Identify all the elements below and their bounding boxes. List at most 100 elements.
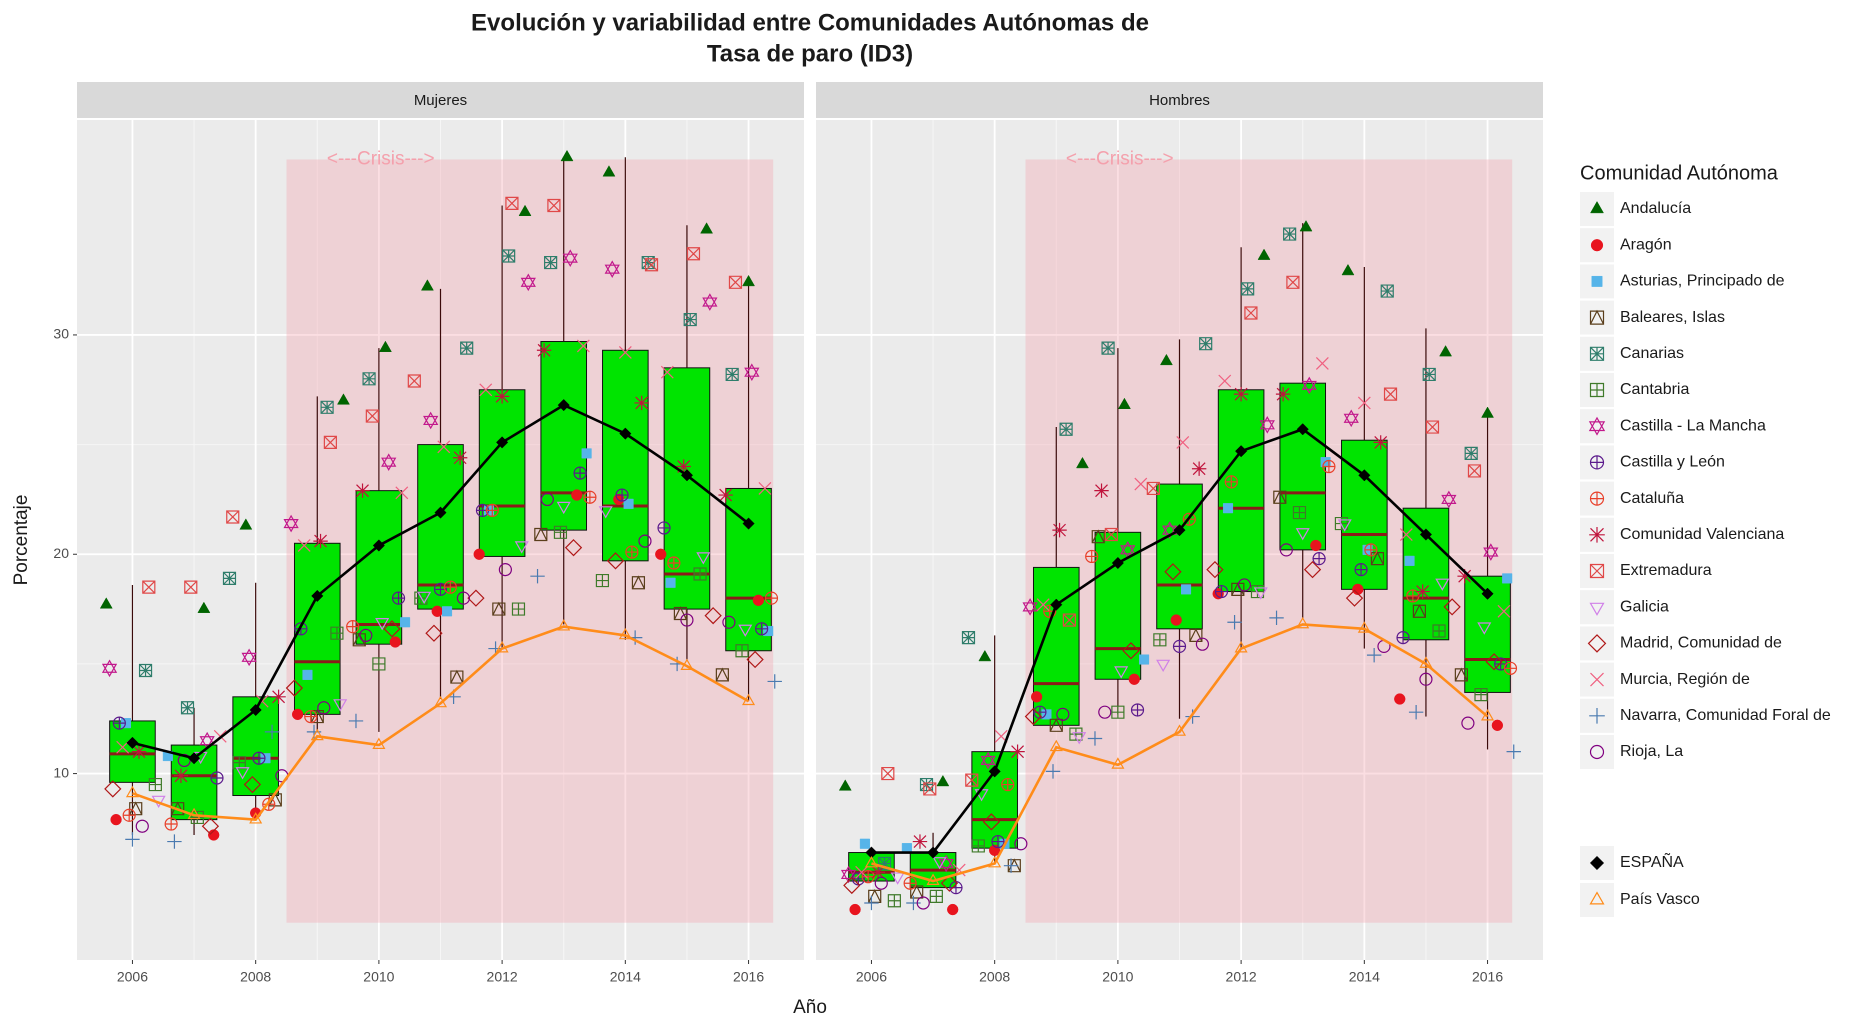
data-point [634,395,649,411]
data-point [991,834,1005,849]
data-point [1377,639,1391,653]
data-point [395,486,409,500]
data-point [1030,691,1043,703]
legend-label: Aragón [1620,236,1672,253]
line-point [1419,656,1433,668]
line-point [1481,587,1494,600]
data-point [1364,543,1378,557]
data-point [142,580,156,594]
data-point [660,365,674,379]
data-point [222,571,237,585]
data-point [1233,386,1249,402]
line-point [742,517,755,530]
line-point [433,695,448,708]
data-point [1425,420,1440,434]
line-point [557,399,570,412]
data-point [1273,489,1287,504]
data-point [210,771,224,785]
data-point [1195,637,1210,651]
data-point [184,580,198,594]
line-point [187,807,201,820]
data-point [644,258,659,272]
legend-label: Cataluña [1620,490,1684,507]
box [1402,507,1450,641]
legend-marker [1590,672,1604,687]
x-tick-label: 2008 [979,969,1010,985]
box [1156,483,1203,630]
data-point [1072,732,1087,745]
data-point [686,247,701,261]
data-point [735,644,749,658]
data-point [452,450,468,465]
data-point [1049,717,1063,732]
data-point [1312,552,1326,566]
data-point [1337,519,1352,532]
data-point [1181,584,1192,595]
data-point [423,411,439,430]
data-point [1222,503,1234,514]
line-point [1419,528,1433,541]
chart-title: Tasa de paro (ID3) [707,40,913,67]
data-point [1457,568,1472,584]
data-point [485,503,499,517]
data-point [1176,435,1190,449]
legend-marker [1589,346,1605,361]
data-point [1373,435,1388,450]
data-point [1185,709,1200,724]
data-point [1491,719,1504,731]
data-point [1199,337,1213,351]
data-point [1056,707,1070,721]
data-point [583,490,597,504]
data-point [511,602,526,616]
data-point [556,501,571,515]
line-point [1172,724,1187,736]
data-point [518,204,532,216]
data-point [110,814,122,826]
data-point [1189,628,1203,643]
data-point [696,552,711,565]
data-point [514,541,529,554]
data-point [1485,653,1503,671]
data-point [598,506,613,519]
line-point [310,728,324,741]
data-point [855,865,869,879]
data-point [1153,633,1167,647]
data-point [887,894,901,908]
data-point [1275,386,1291,402]
x-tick-label: 2006 [856,969,887,985]
data-point [693,567,707,581]
data-point [1159,353,1173,366]
data-point [317,701,331,715]
line-point [742,693,756,706]
legend-label: País Vasco [1620,891,1700,908]
line-point [618,627,632,640]
data-point [1506,744,1521,759]
x-tick-label: 2010 [363,969,394,985]
line-point [495,641,509,653]
data-point [553,525,568,539]
data-point [1170,614,1182,626]
data-point [1218,374,1232,388]
line-point [125,785,139,798]
data-point [1024,707,1043,726]
data-point [838,779,852,791]
data-point [722,615,736,629]
legend-label: Asturias, Principado de [1620,273,1785,290]
data-point [1412,603,1426,618]
data-point [498,563,512,577]
data-point [1007,858,1021,873]
data-point [1059,422,1073,436]
data-point [1259,416,1275,434]
data-point [381,453,397,471]
data-point [1052,522,1067,538]
legend-label: Canarias [1620,345,1684,362]
data-point [1439,345,1453,357]
data-point [226,510,240,524]
data-point [199,731,215,750]
data-point [1010,744,1025,759]
legend-marker [1589,309,1605,325]
data-point [1435,578,1450,591]
data-point [702,293,718,311]
data-point [167,834,182,849]
legend-key [1580,883,1614,917]
